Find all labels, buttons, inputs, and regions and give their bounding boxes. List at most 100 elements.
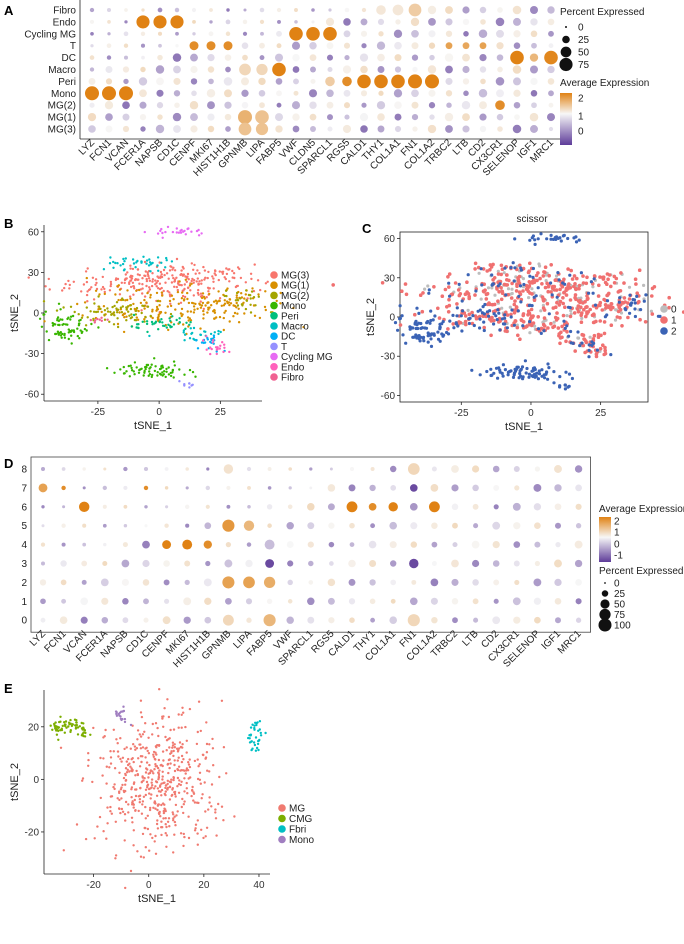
cell-point-mg <box>196 832 199 835</box>
dot-1-trbc2 <box>451 598 459 605</box>
cell-point-mg1 <box>222 328 225 332</box>
cell-point-mg1 <box>192 302 195 305</box>
cell-point-scissor-1 <box>616 290 621 294</box>
dot-4-mki67 <box>182 539 193 550</box>
dot-t-trbc2 <box>445 42 453 50</box>
cell-point-scissor-0 <box>515 323 519 327</box>
cell-point-scissor-2 <box>628 293 632 297</box>
cell-point-cyclingmg <box>195 229 199 233</box>
cell-point-fbri <box>256 742 260 746</box>
cell-point-mg <box>105 782 108 785</box>
cell-point-peri <box>160 318 163 321</box>
cell-point-mg3 <box>132 285 136 288</box>
dot-5-ltb <box>473 523 479 529</box>
cell-point-scissor-1 <box>667 295 671 300</box>
legend-pct-title-d: Percent Expressed <box>599 566 684 577</box>
legend-pct-dot-50 <box>560 46 572 58</box>
cell-point-mg <box>176 759 179 762</box>
dot-3-cd2 <box>492 560 500 567</box>
cell-point-dc <box>210 337 213 341</box>
dot-mg-2-igf1 <box>531 102 537 109</box>
cell-point-mg <box>225 772 228 775</box>
dot-7-cald1 <box>348 484 356 492</box>
cell-point-macro <box>145 259 149 262</box>
dot-6-hist1h1b <box>205 504 210 509</box>
cell-point-scissor-1 <box>564 339 568 344</box>
cell-point-mg <box>120 786 123 789</box>
cell-point-mg1 <box>210 304 213 307</box>
dot-dc-cenpf <box>190 53 198 62</box>
cell-point-mg <box>124 819 127 822</box>
cell-point-fibro <box>94 319 97 322</box>
dot-cycling-mg-fn1 <box>411 29 419 38</box>
dot-8-cx3cr1 <box>513 466 520 472</box>
dot-mono-fcn1 <box>101 86 117 101</box>
cell-point-mg3 <box>192 294 195 297</box>
cell-point-endo <box>209 352 212 356</box>
dot-endo-mki67 <box>209 20 213 24</box>
cell-point-scissor-1 <box>650 312 655 316</box>
dot-mg-3-fn1 <box>412 126 418 132</box>
cell-point-mg <box>106 806 109 809</box>
cell-point-scissor-2 <box>642 299 646 303</box>
cell-point-scissor-0 <box>496 269 500 273</box>
cell-point-mg3 <box>172 266 175 269</box>
cell-point-scissor-2 <box>605 299 610 303</box>
cell-point-mg3 <box>193 263 196 267</box>
cell-point-macro <box>121 262 125 266</box>
cell-point-scissor-2 <box>492 371 496 375</box>
cell-point-macro <box>148 261 152 264</box>
cell-point-scissor-2 <box>483 302 487 307</box>
cell-point-mg <box>136 850 139 853</box>
dot-dc-trbc2 <box>444 53 454 62</box>
cell-point-mg2 <box>130 313 133 316</box>
cell-point-mg <box>180 754 184 758</box>
cell-point-scissor-1 <box>488 263 493 267</box>
cell-point-mg <box>133 798 136 802</box>
cell-point-cmg <box>63 731 66 734</box>
cell-point-scissor-1 <box>515 282 519 287</box>
cell-point-mg3 <box>158 282 162 285</box>
cell-point-mg <box>121 756 125 759</box>
cell-point-cyclingmg <box>166 225 170 229</box>
dot-mg-2-cx3cr1 <box>495 100 505 111</box>
dot-macro-vwf <box>292 66 300 73</box>
dot-mg-2-gpnmb <box>241 101 249 109</box>
cell-point-mg2 <box>86 316 89 319</box>
cell-point-scissor-2 <box>509 315 513 319</box>
cell-point-scissor-2 <box>542 373 546 377</box>
cell-point-mg <box>155 781 159 784</box>
dot-macro-fabp5 <box>272 62 286 77</box>
cell-point-scissor-1 <box>505 273 509 277</box>
cell-point-mg1 <box>123 316 126 319</box>
cell-point-mg1 <box>264 290 267 293</box>
cell-point-scissor-1 <box>551 306 556 310</box>
cell-point-mg <box>208 801 211 804</box>
cell-point-mg <box>81 779 84 782</box>
cell-point-mg1 <box>155 309 158 312</box>
cell-point-scissor-1 <box>638 317 642 322</box>
cell-point-mg3 <box>94 283 97 287</box>
cell-point-mg <box>164 793 167 797</box>
dot-2-igf1 <box>554 578 562 587</box>
cell-point-peri <box>169 326 172 329</box>
cell-point-mg <box>147 736 150 739</box>
cell-point-scissor-2 <box>558 375 562 379</box>
cell-point-mg <box>187 815 190 818</box>
cell-point-scissor-2 <box>531 266 536 271</box>
cell-point-scissor-1 <box>554 288 559 292</box>
cell-point-mono <box>151 373 154 377</box>
cell-point-mg <box>159 784 162 787</box>
cell-point-mg <box>134 748 137 751</box>
cell-point-scissor-2 <box>633 314 638 319</box>
cell-point-mg2 <box>121 305 125 308</box>
cell-point-macro <box>182 329 186 332</box>
dot-0-fabp5 <box>263 614 276 627</box>
legend-expr-tick-d-2: 2 <box>614 517 620 528</box>
cell-point-mg3 <box>179 301 183 304</box>
cell-point-mg1 <box>180 307 184 311</box>
cell-point-mg <box>197 700 201 703</box>
cell-point-scissor-2 <box>527 375 531 379</box>
cell-point-mg <box>154 722 158 725</box>
cell-point-scissor-2 <box>490 273 494 277</box>
